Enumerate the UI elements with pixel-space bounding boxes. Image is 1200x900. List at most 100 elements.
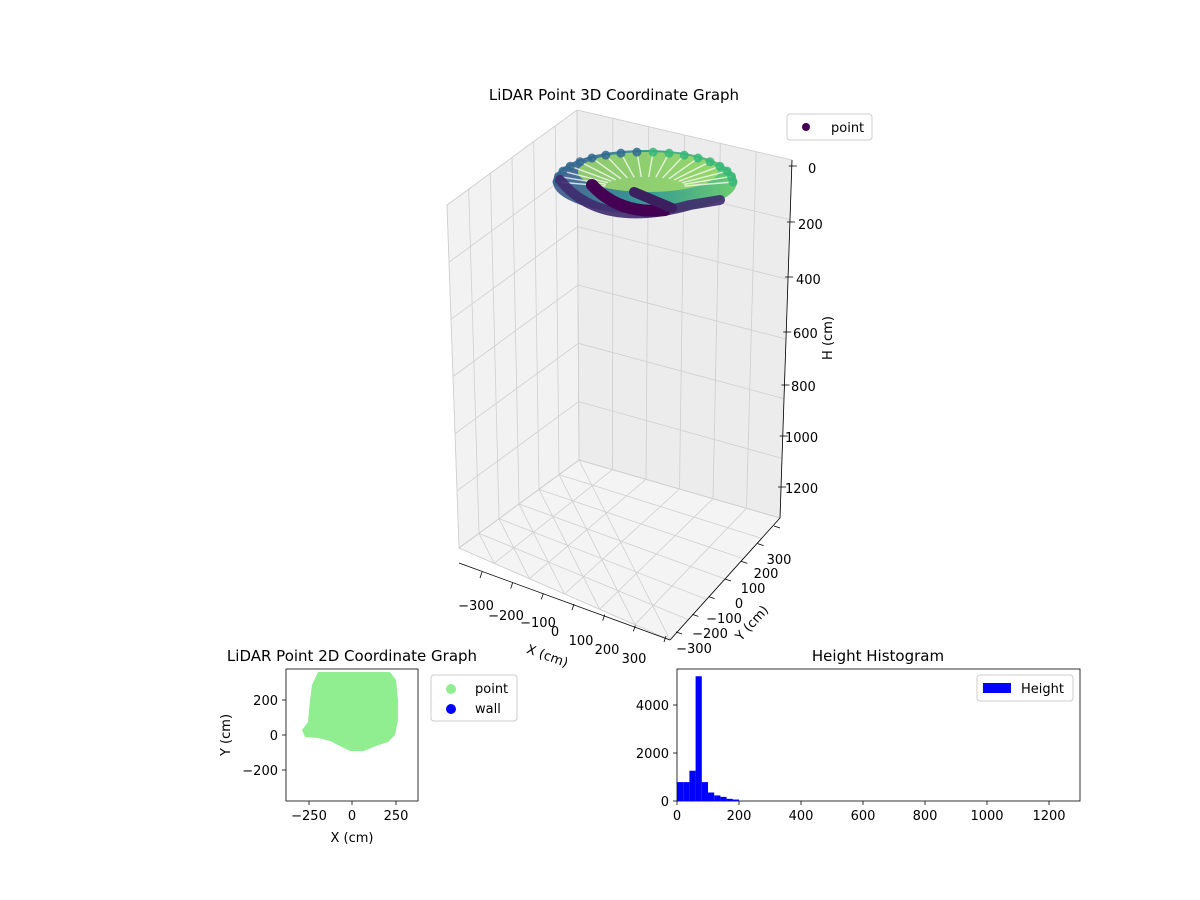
grid-lines — [446, 109, 793, 641]
x-tick-label: −200 — [488, 609, 524, 624]
y-grid-line — [558, 474, 636, 625]
y-tick-label: −100 — [706, 612, 742, 627]
y-tick-label: −200 — [692, 627, 728, 642]
chart-3d: LiDAR Point 3D Coordinate Graph −300 −20… — [446, 86, 873, 671]
point-cloud — [552, 147, 738, 219]
legend-2d-marker-point — [446, 684, 456, 694]
point-cloud-marker — [715, 161, 725, 171]
point-cloud-marker — [728, 177, 738, 187]
legend-3d-marker — [802, 123, 810, 131]
legend-3d-box — [786, 113, 873, 141]
y-axis-label: Y (cm) — [219, 714, 234, 757]
x-tick-label: 200 — [595, 643, 620, 658]
histogram-bar — [689, 770, 696, 801]
legend-3d: point — [786, 113, 873, 141]
point-cloud-rib — [683, 175, 732, 186]
y-grid-line — [533, 141, 540, 490]
point-cloud-front-band — [586, 179, 671, 217]
point-cloud-rib — [579, 161, 617, 181]
floor-grid-line — [458, 547, 671, 641]
point-cloud-marker — [558, 166, 568, 176]
y-tick — [675, 631, 683, 635]
x-tick — [663, 635, 667, 643]
x-tick-label: 0 — [551, 625, 559, 640]
histogram-bar — [708, 792, 715, 801]
z-axis-line — [779, 159, 793, 519]
legend-2d-marker-wall — [446, 704, 456, 714]
y-grid-line — [489, 173, 500, 519]
y-tick — [757, 543, 764, 547]
legend-histogram-box — [976, 674, 1074, 702]
point-cloud-rib — [569, 165, 612, 182]
histogram-bar — [677, 782, 684, 801]
y-tick — [741, 560, 748, 564]
x-tick — [571, 603, 575, 611]
point-cloud-front-band — [629, 187, 677, 213]
x-tick-label: −100 — [520, 616, 556, 631]
x-tick-label: 300 — [622, 652, 647, 667]
tick-marks — [479, 165, 797, 643]
legend-2d-label-wall: wall — [475, 702, 501, 717]
x-tick-label: 0 — [673, 809, 681, 824]
point-cloud-rib — [684, 181, 734, 187]
y-grid-line — [538, 489, 601, 610]
point-cloud-front-arc — [555, 175, 725, 219]
x-tick — [510, 582, 514, 589]
y-tick — [724, 578, 732, 582]
z-tick-label: 800 — [791, 380, 816, 395]
histogram-bars — [677, 676, 739, 801]
histogram-bar — [714, 795, 721, 801]
point-cloud-marker — [565, 161, 575, 171]
x-tick-label: 1000 — [970, 809, 1003, 824]
histogram-title: Height Histogram — [812, 647, 944, 665]
y-tick-label: 200 — [253, 694, 278, 709]
z-axis-label: H (cm) — [821, 316, 836, 360]
x-tick-label: −250 — [291, 809, 327, 824]
point-cloud-rib — [591, 157, 622, 180]
x-tick-label: −300 — [458, 599, 494, 614]
point-cloud-marker — [664, 148, 674, 158]
y-tick — [773, 525, 781, 529]
x-tick-label: 600 — [851, 809, 876, 824]
histogram-bar — [683, 782, 690, 801]
legend-3d-label: point — [831, 121, 864, 136]
y-grid-line — [518, 503, 565, 595]
y-grid-line — [468, 189, 480, 534]
x-tick-label: 0 — [348, 809, 356, 824]
x-tick — [602, 614, 606, 621]
legend-2d-label-point: point — [475, 682, 508, 697]
z-tick-label: 600 — [793, 327, 818, 342]
histogram-ticks — [673, 704, 1050, 805]
z-tick-label: 0 — [808, 162, 816, 177]
y-grid-line — [578, 459, 671, 641]
x-tick — [479, 571, 483, 579]
y-tick-label: −300 — [676, 642, 712, 657]
point-cloud-rib — [673, 161, 711, 181]
x-tick — [540, 593, 544, 600]
histogram-bar — [732, 799, 739, 801]
point-cloud-marker — [632, 147, 642, 157]
y-tick — [692, 613, 699, 617]
x-tick — [632, 625, 636, 632]
z-tick-label: 1000 — [785, 431, 818, 446]
floor-grid-line — [634, 508, 747, 625]
x-grid-line — [746, 151, 757, 509]
point-cloud-rib — [662, 154, 685, 179]
y-tick-label: 100 — [741, 582, 766, 597]
x-axis-label: X (cm) — [331, 831, 374, 846]
y-tick-label: 0 — [270, 729, 278, 744]
x-tick-label: 1200 — [1032, 809, 1065, 824]
z-tick-label: 1200 — [785, 482, 818, 497]
x-tick-label: 200 — [727, 809, 752, 824]
x-tick-label: 400 — [789, 809, 814, 824]
y-grid-line — [446, 204, 460, 549]
legend-histogram-label: Height — [1021, 682, 1064, 697]
x-tick-label: 100 — [569, 634, 594, 649]
y-tick-label: −200 — [242, 764, 278, 779]
point-cloud-marker — [616, 148, 626, 158]
point-cloud-rib — [562, 170, 609, 184]
y-tick-label: 0 — [661, 795, 669, 810]
y-tick-label: 2000 — [636, 747, 669, 762]
point-cloud-marker — [648, 147, 658, 157]
